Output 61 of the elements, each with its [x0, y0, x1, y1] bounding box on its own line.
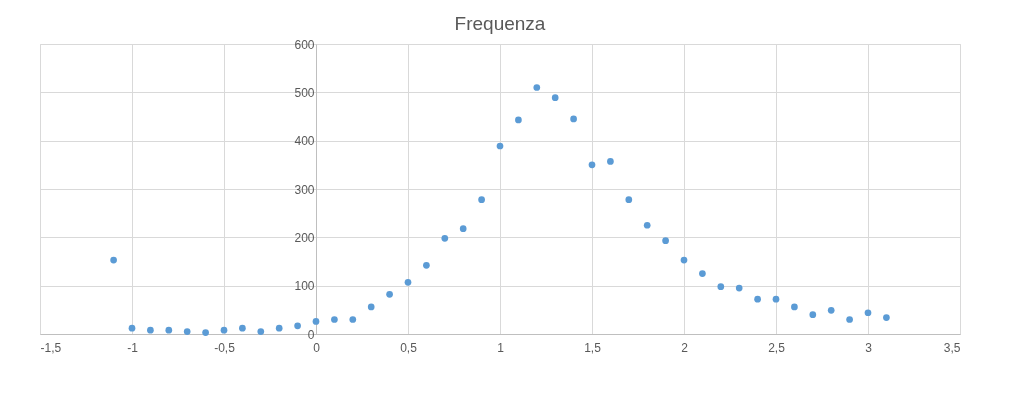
x-tick-label: 3: [865, 340, 873, 355]
y-tick-label: 500: [294, 85, 315, 100]
point: [128, 324, 136, 332]
point: [349, 316, 357, 323]
point: [515, 116, 522, 124]
x-tick-label: 0,5: [400, 340, 418, 355]
x-tick-label: 1: [497, 340, 505, 355]
point: [791, 303, 798, 311]
point: [625, 196, 633, 203]
x-tick-label: 2: [681, 340, 689, 355]
y-tick-label: 300: [294, 182, 315, 197]
point: [441, 234, 449, 242]
point: [294, 322, 301, 330]
point: [754, 295, 761, 303]
point: [165, 326, 173, 334]
point: [478, 196, 485, 203]
point: [680, 256, 688, 264]
y-tick-label: 600: [294, 37, 315, 52]
point: [257, 328, 265, 335]
x-tick-label: 3,5: [943, 340, 961, 355]
point: [367, 303, 375, 311]
point: [662, 237, 669, 245]
point: [772, 295, 780, 303]
point: [607, 158, 614, 165]
point: [404, 278, 412, 286]
x-tick-label: -0,5: [214, 340, 236, 355]
y-tick-label: 200: [294, 230, 315, 245]
y-tick-label: 0: [307, 327, 315, 342]
y-tick-label: 100: [294, 279, 315, 294]
point: [588, 161, 596, 169]
point: [331, 316, 338, 323]
point: [643, 221, 651, 229]
point: [147, 326, 154, 334]
point: [312, 318, 320, 325]
y-tick-label: 400: [294, 134, 315, 149]
point: [220, 326, 228, 334]
point: [459, 225, 467, 232]
point: [846, 316, 853, 323]
point: [183, 328, 191, 335]
x-tick-label: -1,5: [40, 340, 62, 355]
point: [883, 314, 890, 321]
x-tick-label: 1,5: [584, 340, 602, 355]
point: [386, 291, 393, 298]
point: [110, 256, 117, 264]
point: [827, 306, 835, 314]
point: [699, 270, 706, 277]
chart-title: Frequenza: [454, 13, 546, 34]
point: [570, 115, 577, 123]
x-tick-label: 2,5: [768, 340, 786, 355]
point: [275, 324, 283, 332]
x-tick-label: -1: [127, 340, 139, 355]
point: [533, 84, 541, 91]
point: [551, 94, 559, 101]
point: [735, 284, 743, 292]
point: [423, 262, 430, 269]
point: [864, 309, 872, 317]
point: [239, 324, 246, 332]
point: [496, 142, 504, 150]
point: [809, 311, 817, 319]
point: [202, 329, 209, 336]
point: [717, 283, 725, 290]
